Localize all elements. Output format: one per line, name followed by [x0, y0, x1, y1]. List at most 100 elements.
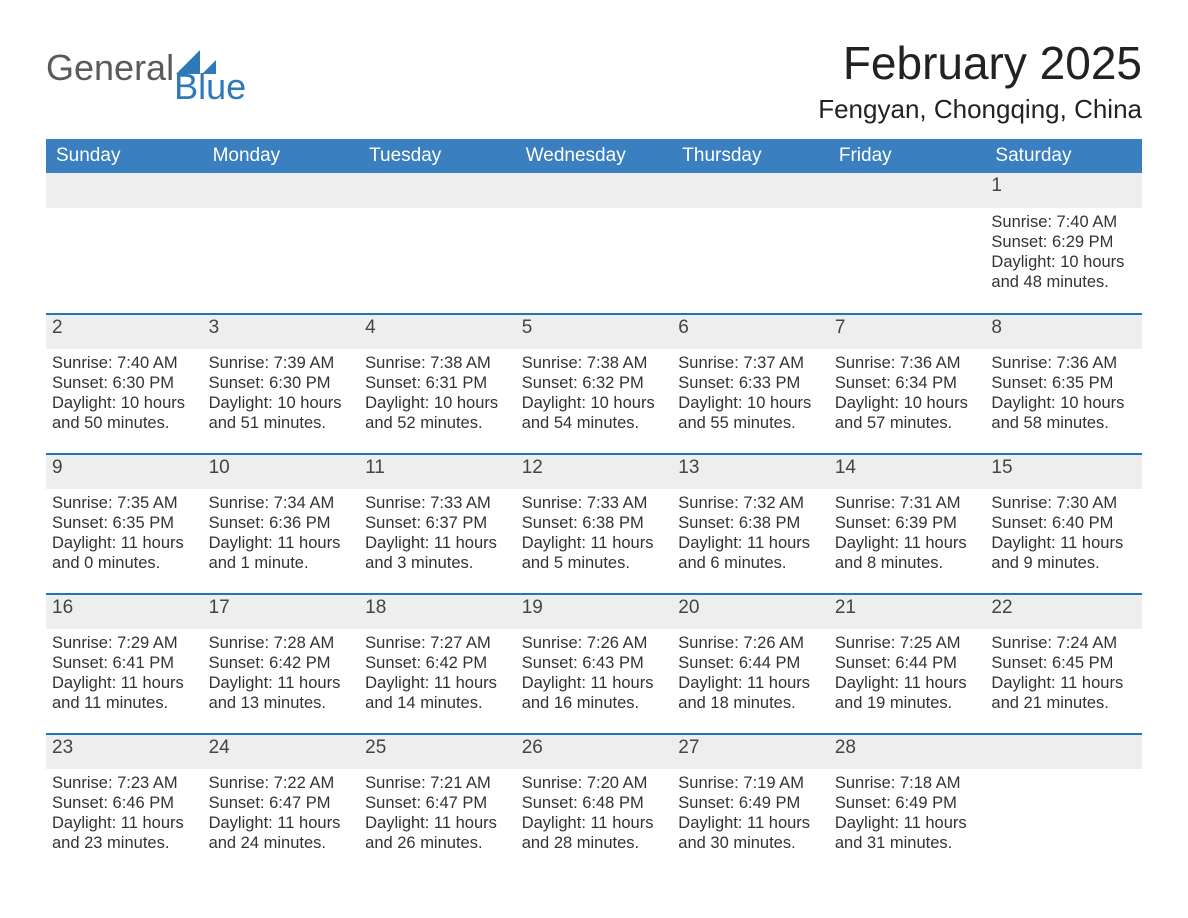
- sunrise-text: Sunrise: 7:33 AM: [522, 493, 667, 513]
- day-cell: Sunrise: 7:26 AMSunset: 6:43 PMDaylight:…: [516, 629, 673, 721]
- daylight-text: Daylight: 10 hours: [52, 393, 197, 413]
- sunrise-text: Sunrise: 7:18 AM: [835, 773, 980, 793]
- day-cell: [46, 208, 203, 301]
- sunset-text: Sunset: 6:35 PM: [52, 513, 197, 533]
- daylight-text: and 13 minutes.: [209, 693, 354, 713]
- daylight-text: Daylight: 11 hours: [365, 813, 510, 833]
- dow-friday: Friday: [829, 139, 986, 173]
- day-number: 20: [672, 595, 829, 629]
- sunrise-text: Sunrise: 7:25 AM: [835, 633, 980, 653]
- daylight-text: Daylight: 11 hours: [678, 813, 823, 833]
- daylight-text: Daylight: 11 hours: [209, 533, 354, 553]
- daylight-text: and 18 minutes.: [678, 693, 823, 713]
- day-of-week-header: Sunday Monday Tuesday Wednesday Thursday…: [46, 139, 1142, 173]
- daylight-text: Daylight: 10 hours: [991, 252, 1136, 272]
- day-number: 16: [46, 595, 203, 629]
- daylight-text: Daylight: 10 hours: [991, 393, 1136, 413]
- sunrise-text: Sunrise: 7:40 AM: [52, 353, 197, 373]
- day-number: 4: [359, 315, 516, 349]
- sunset-text: Sunset: 6:45 PM: [991, 653, 1136, 673]
- daylight-text: Daylight: 10 hours: [209, 393, 354, 413]
- day-number: 1: [985, 173, 1142, 208]
- month-title: February 2025: [818, 36, 1142, 90]
- sunset-text: Sunset: 6:33 PM: [678, 373, 823, 393]
- day-cell: Sunrise: 7:38 AMSunset: 6:31 PMDaylight:…: [359, 349, 516, 441]
- calendar-week: 232425262728Sunrise: 7:23 AMSunset: 6:46…: [46, 733, 1142, 861]
- day-cell: Sunrise: 7:19 AMSunset: 6:49 PMDaylight:…: [672, 769, 829, 861]
- sunrise-text: Sunrise: 7:28 AM: [209, 633, 354, 653]
- sunrise-text: Sunrise: 7:23 AM: [52, 773, 197, 793]
- sunset-text: Sunset: 6:49 PM: [678, 793, 823, 813]
- day-number: [985, 735, 1142, 769]
- daylight-text: Daylight: 10 hours: [365, 393, 510, 413]
- day-number: 26: [516, 735, 673, 769]
- sunrise-text: Sunrise: 7:39 AM: [209, 353, 354, 373]
- day-cell: Sunrise: 7:39 AMSunset: 6:30 PMDaylight:…: [203, 349, 360, 441]
- calendar-week: 16171819202122Sunrise: 7:29 AMSunset: 6:…: [46, 593, 1142, 721]
- title-block: February 2025 Fengyan, Chongqing, China: [818, 30, 1142, 125]
- day-cell: Sunrise: 7:33 AMSunset: 6:38 PMDaylight:…: [516, 489, 673, 581]
- sunrise-text: Sunrise: 7:32 AM: [678, 493, 823, 513]
- daylight-text: and 19 minutes.: [835, 693, 980, 713]
- dow-sunday: Sunday: [46, 139, 203, 173]
- daylight-text: Daylight: 11 hours: [991, 533, 1136, 553]
- day-number: [203, 173, 360, 208]
- day-number: 3: [203, 315, 360, 349]
- day-cell: [516, 208, 673, 301]
- daylight-text: and 55 minutes.: [678, 413, 823, 433]
- day-cell: Sunrise: 7:34 AMSunset: 6:36 PMDaylight:…: [203, 489, 360, 581]
- sunset-text: Sunset: 6:47 PM: [365, 793, 510, 813]
- sunset-text: Sunset: 6:42 PM: [365, 653, 510, 673]
- day-number: 19: [516, 595, 673, 629]
- logo-right: Blue: [174, 50, 246, 105]
- day-number: 2: [46, 315, 203, 349]
- day-number: 27: [672, 735, 829, 769]
- sunrise-text: Sunrise: 7:21 AM: [365, 773, 510, 793]
- sunrise-text: Sunrise: 7:36 AM: [991, 353, 1136, 373]
- sunset-text: Sunset: 6:37 PM: [365, 513, 510, 533]
- day-number: 5: [516, 315, 673, 349]
- day-number: 10: [203, 455, 360, 489]
- day-cell: Sunrise: 7:26 AMSunset: 6:44 PMDaylight:…: [672, 629, 829, 721]
- sunrise-text: Sunrise: 7:34 AM: [209, 493, 354, 513]
- daylight-text: Daylight: 10 hours: [678, 393, 823, 413]
- daylight-text: Daylight: 11 hours: [522, 673, 667, 693]
- sunset-text: Sunset: 6:36 PM: [209, 513, 354, 533]
- dow-tuesday: Tuesday: [359, 139, 516, 173]
- logo-word-1: General: [46, 50, 174, 86]
- daylight-text: and 3 minutes.: [365, 553, 510, 573]
- day-cell: Sunrise: 7:32 AMSunset: 6:38 PMDaylight:…: [672, 489, 829, 581]
- daylight-text: and 6 minutes.: [678, 553, 823, 573]
- daylight-text: and 24 minutes.: [209, 833, 354, 853]
- day-cell: Sunrise: 7:23 AMSunset: 6:46 PMDaylight:…: [46, 769, 203, 861]
- daylight-text: Daylight: 10 hours: [522, 393, 667, 413]
- sunrise-text: Sunrise: 7:29 AM: [52, 633, 197, 653]
- day-number: 22: [985, 595, 1142, 629]
- day-number: 17: [203, 595, 360, 629]
- daylight-text: Daylight: 11 hours: [52, 673, 197, 693]
- logo-word-2: Blue: [174, 69, 246, 105]
- daynum-strip: 232425262728: [46, 735, 1142, 769]
- sunset-text: Sunset: 6:34 PM: [835, 373, 980, 393]
- day-number: 7: [829, 315, 986, 349]
- day-number: 14: [829, 455, 986, 489]
- day-number: [516, 173, 673, 208]
- daylight-text: and 48 minutes.: [991, 272, 1136, 292]
- sunset-text: Sunset: 6:46 PM: [52, 793, 197, 813]
- daylight-text: and 52 minutes.: [365, 413, 510, 433]
- day-cell: Sunrise: 7:30 AMSunset: 6:40 PMDaylight:…: [985, 489, 1142, 581]
- daylight-text: and 23 minutes.: [52, 833, 197, 853]
- day-cell: Sunrise: 7:29 AMSunset: 6:41 PMDaylight:…: [46, 629, 203, 721]
- daylight-text: Daylight: 11 hours: [209, 673, 354, 693]
- calendar-page: General Blue February 2025 Fengyan, Chon…: [0, 0, 1188, 918]
- sunset-text: Sunset: 6:43 PM: [522, 653, 667, 673]
- daylight-text: Daylight: 11 hours: [365, 533, 510, 553]
- sunrise-text: Sunrise: 7:27 AM: [365, 633, 510, 653]
- day-cell: Sunrise: 7:20 AMSunset: 6:48 PMDaylight:…: [516, 769, 673, 861]
- sunset-text: Sunset: 6:32 PM: [522, 373, 667, 393]
- daylight-text: and 0 minutes.: [52, 553, 197, 573]
- daynum-strip: 2345678: [46, 315, 1142, 349]
- daylight-text: and 50 minutes.: [52, 413, 197, 433]
- daylight-text: Daylight: 11 hours: [678, 533, 823, 553]
- sunrise-text: Sunrise: 7:38 AM: [365, 353, 510, 373]
